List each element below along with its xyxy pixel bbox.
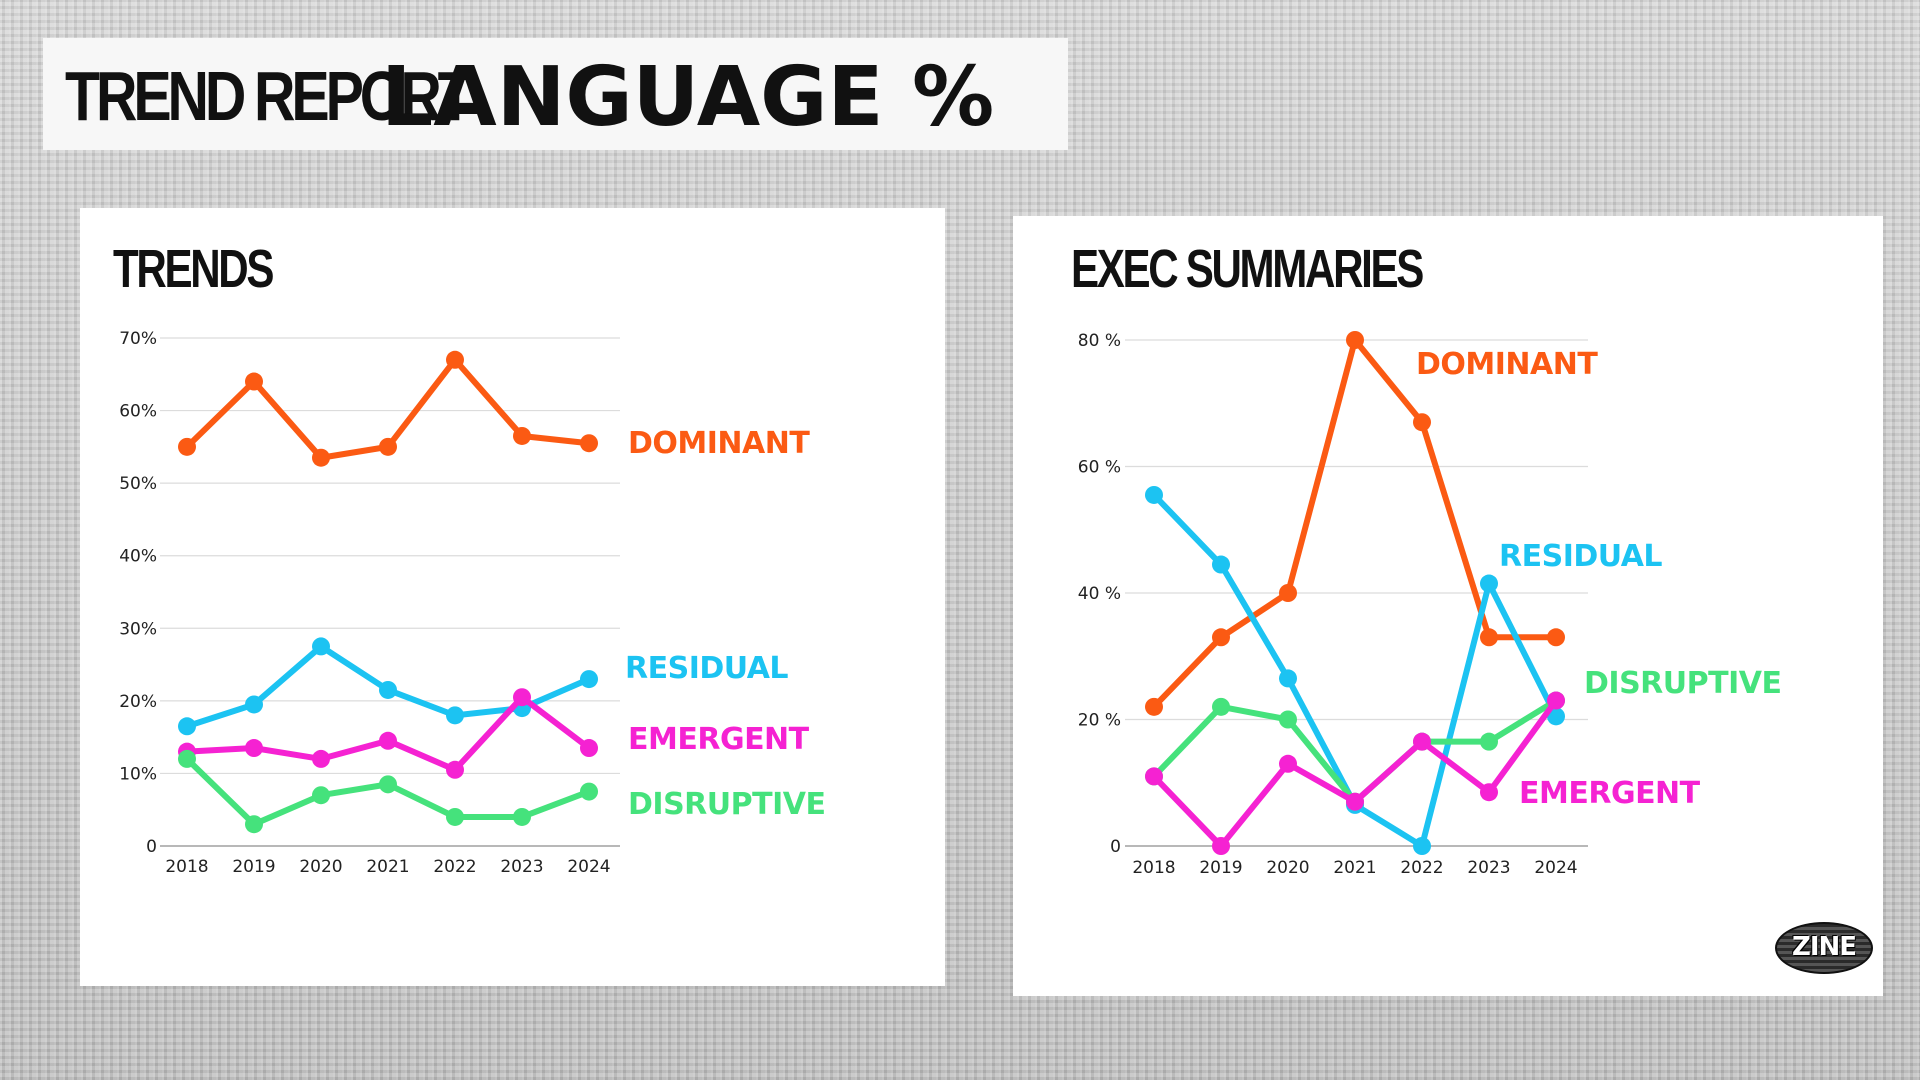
trends-data-point-dominant — [580, 434, 598, 453]
exec-y-tick-label: 20 % — [1078, 711, 1121, 731]
exec-data-point-emergent — [1279, 754, 1297, 773]
trends-data-point-dominant — [178, 437, 196, 456]
exec-x-tick-label: 2020 — [1266, 858, 1309, 878]
exec-x-tick-label: 2018 — [1132, 858, 1175, 878]
zine-logo: ZINE — [1775, 922, 1873, 974]
trends-y-tick-label: 50% — [119, 474, 157, 494]
trends-y-tick-label: 40% — [119, 547, 157, 567]
trends-data-point-residual — [580, 670, 598, 689]
trends-data-point-residual — [446, 706, 464, 725]
trends-data-point-emergent — [312, 749, 330, 768]
trends-x-tick-label: 2021 — [366, 857, 409, 877]
exec-data-point-disruptive — [1480, 732, 1498, 751]
trends-x-tick-label: 2023 — [500, 857, 543, 877]
trends-data-point-dominant — [446, 350, 464, 369]
trends-chart-title: TRENDS — [113, 239, 274, 299]
exec-y-tick-label: 60 % — [1078, 458, 1121, 478]
exec-data-point-residual — [1279, 669, 1297, 688]
trends-data-point-emergent — [379, 731, 397, 750]
exec-data-point-residual — [1480, 574, 1498, 593]
exec-data-point-emergent — [1480, 783, 1498, 802]
exec-x-tick-label: 2021 — [1333, 858, 1376, 878]
exec-summaries-chart-panel: EXEC SUMMARIES 0 20 % 40 % 60 % 80 % 2018 2019… — [1013, 216, 1883, 996]
title-banner: TREND REPORT LANGUAGE % — [43, 38, 1068, 150]
trends-data-point-disruptive — [178, 749, 196, 768]
trends-series-label-residual: RESIDUAL — [625, 651, 788, 686]
title-part-2: LANGUAGE % — [381, 50, 995, 145]
exec-summaries-chart: 0 20 % 40 % 60 % 80 % 2018 2019 2020 2021 2022 202… — [1078, 331, 1782, 878]
exec-y-tick-label: 80 % — [1078, 331, 1121, 351]
exec-summaries-chart-title: EXEC SUMMARIES — [1071, 239, 1424, 299]
trends-y-tick-label: 20% — [119, 692, 157, 712]
exec-data-point-emergent — [1547, 691, 1565, 710]
exec-data-point-dominant — [1547, 628, 1565, 647]
trends-data-point-residual — [379, 680, 397, 699]
trends-data-point-residual — [178, 717, 196, 736]
trends-x-tick-label: 2019 — [232, 857, 275, 877]
exec-series-line-dominant — [1151, 337, 1559, 710]
exec-x-tick-label: 2019 — [1199, 858, 1242, 878]
exec-data-point-residual — [1547, 707, 1565, 726]
trends-data-point-disruptive — [245, 815, 263, 834]
trends-data-point-residual — [312, 637, 330, 656]
trends-x-tick-label: 2018 — [165, 857, 208, 877]
trends-y-tick-label: 0 — [146, 837, 157, 857]
trends-x-tick-label: 2024 — [567, 857, 610, 877]
zine-logo-text: ZINE — [1791, 932, 1857, 962]
exec-y-tick-label: 40 % — [1078, 584, 1121, 604]
trends-series-label-emergent: EMERGENT — [628, 722, 810, 757]
trends-data-point-dominant — [513, 426, 531, 445]
trends-chart: 0 10% 20% 30% 40% 50% 60% 70% 2018 2019 2020 2021 20… — [119, 329, 826, 877]
exec-y-tick-label: 0 — [1110, 837, 1121, 857]
trends-data-point-emergent — [446, 760, 464, 779]
exec-data-point-dominant — [1279, 584, 1297, 602]
trends-x-tick-label: 2022 — [433, 857, 476, 877]
exec-data-point-residual — [1413, 837, 1431, 855]
exec-data-point-disruptive — [1212, 697, 1230, 716]
trends-data-point-disruptive — [513, 807, 531, 826]
trends-y-tick-label: 10% — [119, 764, 157, 784]
trends-data-point-emergent — [245, 739, 263, 758]
exec-data-point-dominant — [1346, 331, 1364, 349]
exec-x-tick-label: 2022 — [1400, 858, 1443, 878]
exec-x-tick-label: 2023 — [1467, 858, 1510, 878]
trends-data-point-dominant — [245, 372, 263, 391]
trends-series-label-dominant: DOMINANT — [628, 426, 810, 461]
trends-data-point-dominant — [312, 448, 330, 467]
exec-series-label-disruptive: DISRUPTIVE — [1584, 666, 1781, 701]
trends-x-tick-label: 2020 — [299, 857, 342, 877]
trends-data-point-emergent — [580, 739, 598, 758]
exec-data-point-emergent — [1145, 767, 1163, 786]
exec-series-label-residual: RESIDUAL — [1499, 539, 1662, 574]
exec-series-label-emergent: EMERGENT — [1519, 776, 1701, 811]
exec-data-point-residual — [1145, 485, 1163, 504]
trends-data-point-disruptive — [312, 786, 330, 805]
exec-data-point-emergent — [1346, 792, 1364, 811]
exec-series-label-dominant: DOMINANT — [1416, 347, 1598, 382]
exec-data-point-dominant — [1212, 628, 1230, 647]
trends-y-tick-label: 70% — [119, 329, 157, 349]
trends-data-point-disruptive — [580, 782, 598, 801]
trends-chart-panel: TRENDS 0 10% 20% 30% 40% 50% 60% 70% 2018 2019 202… — [80, 208, 945, 986]
exec-data-point-disruptive — [1279, 710, 1297, 729]
trends-data-point-dominant — [379, 437, 397, 456]
exec-data-point-dominant — [1413, 413, 1431, 432]
title-part-1: TREND REPORT — [65, 57, 473, 135]
exec-data-point-dominant — [1480, 628, 1498, 647]
trends-data-point-disruptive — [379, 775, 397, 794]
exec-data-point-emergent — [1212, 837, 1230, 855]
trends-data-point-residual — [245, 695, 263, 714]
exec-x-tick-label: 2024 — [1534, 858, 1577, 878]
trends-data-point-disruptive — [446, 807, 464, 826]
exec-series-line-emergent — [1151, 697, 1559, 849]
trends-series-label-disruptive: DISRUPTIVE — [628, 787, 825, 822]
exec-data-point-emergent — [1413, 732, 1431, 751]
trends-y-tick-label: 30% — [119, 619, 157, 639]
trends-y-tick-label: 60% — [119, 402, 157, 422]
exec-data-point-dominant — [1145, 697, 1163, 716]
exec-data-point-residual — [1212, 555, 1230, 574]
trends-data-point-emergent — [513, 688, 531, 707]
